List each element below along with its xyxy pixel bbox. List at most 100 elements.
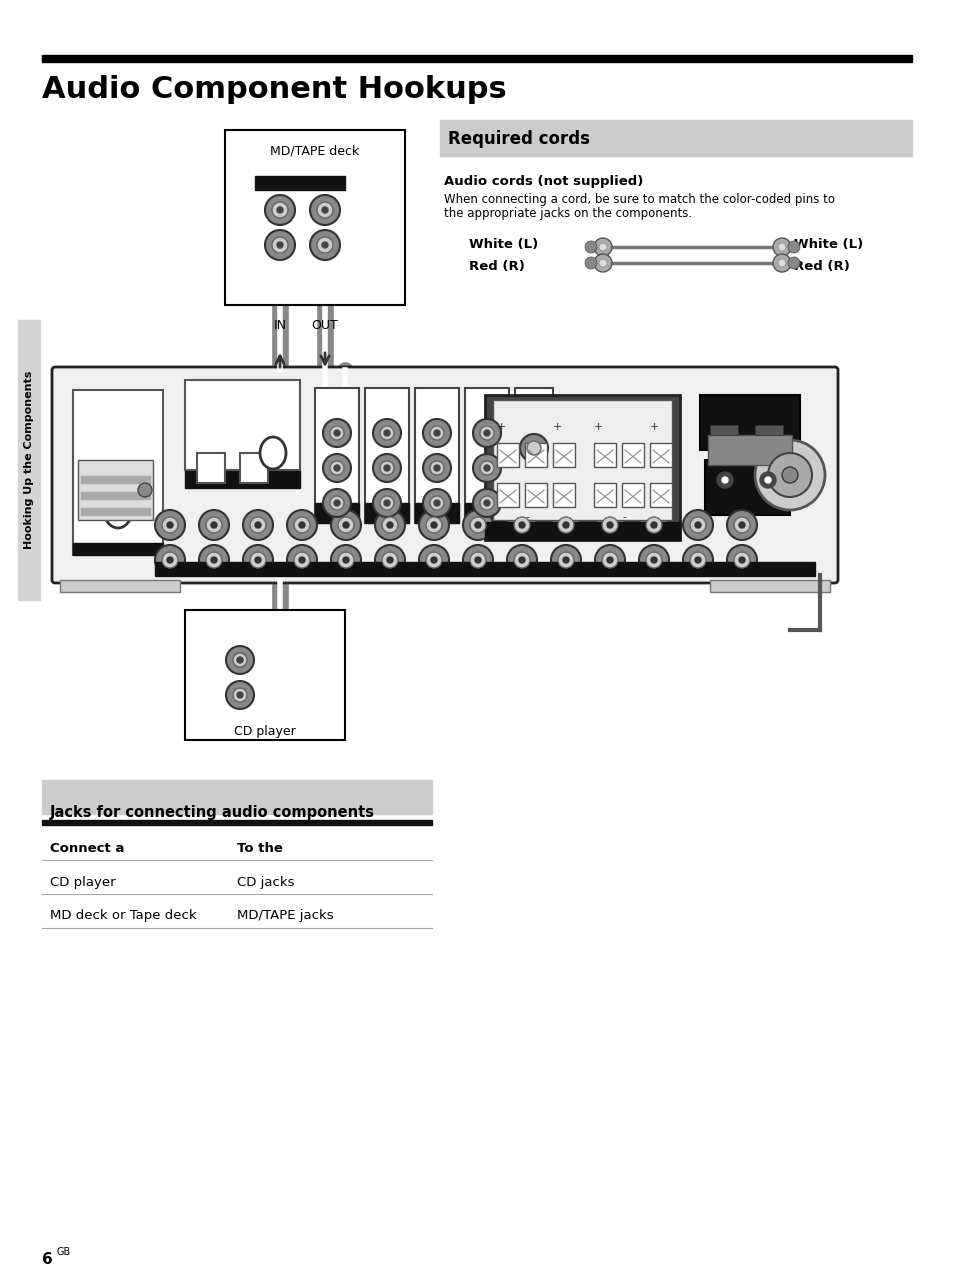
Text: -: - xyxy=(621,512,625,522)
Circle shape xyxy=(167,522,172,527)
Circle shape xyxy=(330,426,344,440)
Ellipse shape xyxy=(104,492,132,527)
Circle shape xyxy=(236,657,243,662)
Circle shape xyxy=(331,510,360,540)
Circle shape xyxy=(422,489,451,517)
Text: Audio cords (not supplied): Audio cords (not supplied) xyxy=(443,175,642,189)
Circle shape xyxy=(343,522,349,527)
Bar xyxy=(81,476,150,483)
Bar xyxy=(649,483,671,507)
Bar xyxy=(709,580,829,592)
Circle shape xyxy=(373,489,400,517)
Circle shape xyxy=(384,465,390,471)
Circle shape xyxy=(322,206,328,213)
Bar xyxy=(365,503,409,524)
Circle shape xyxy=(721,476,727,483)
Bar xyxy=(704,460,789,515)
Bar xyxy=(81,508,150,515)
Text: CD jacks: CD jacks xyxy=(236,877,294,889)
Circle shape xyxy=(682,545,712,575)
Bar xyxy=(707,434,791,465)
Circle shape xyxy=(162,517,178,533)
Circle shape xyxy=(739,522,744,527)
Circle shape xyxy=(739,557,744,563)
FancyBboxPatch shape xyxy=(52,367,837,583)
Circle shape xyxy=(645,552,661,568)
Bar xyxy=(225,130,405,304)
Circle shape xyxy=(379,426,394,440)
Circle shape xyxy=(236,692,243,698)
Circle shape xyxy=(483,431,490,436)
Circle shape xyxy=(422,454,451,482)
Circle shape xyxy=(206,517,222,533)
Circle shape xyxy=(434,499,439,506)
Circle shape xyxy=(754,440,824,510)
Bar xyxy=(497,483,518,507)
Bar xyxy=(314,389,358,524)
Circle shape xyxy=(483,465,490,471)
Circle shape xyxy=(233,654,247,668)
Bar xyxy=(524,483,546,507)
Circle shape xyxy=(343,557,349,563)
Circle shape xyxy=(778,243,785,251)
Circle shape xyxy=(316,203,333,218)
Circle shape xyxy=(479,426,494,440)
Bar xyxy=(553,483,575,507)
Circle shape xyxy=(645,517,661,533)
Bar xyxy=(60,580,180,592)
Circle shape xyxy=(310,195,339,225)
Circle shape xyxy=(462,510,493,540)
Bar xyxy=(78,460,152,520)
Text: +: + xyxy=(594,422,602,432)
Circle shape xyxy=(558,552,574,568)
Circle shape xyxy=(551,545,580,575)
Text: Red (R): Red (R) xyxy=(793,260,849,273)
Circle shape xyxy=(695,522,700,527)
Circle shape xyxy=(254,557,261,563)
Circle shape xyxy=(211,557,216,563)
Circle shape xyxy=(760,471,775,488)
Circle shape xyxy=(519,434,547,462)
Text: +: + xyxy=(553,422,561,432)
Circle shape xyxy=(598,243,606,251)
Text: +: + xyxy=(497,422,506,432)
Circle shape xyxy=(431,557,436,563)
Circle shape xyxy=(287,545,316,575)
Text: Required cords: Required cords xyxy=(448,130,589,148)
Text: Audio Component Hookups: Audio Component Hookups xyxy=(42,75,506,104)
Circle shape xyxy=(373,419,400,447)
Bar xyxy=(484,395,679,540)
Circle shape xyxy=(337,517,354,533)
Bar xyxy=(81,492,150,499)
Text: CD player: CD player xyxy=(233,725,295,738)
Bar xyxy=(464,389,509,524)
Circle shape xyxy=(733,552,749,568)
Circle shape xyxy=(462,545,493,575)
Bar xyxy=(42,820,432,826)
Circle shape xyxy=(594,238,612,256)
Circle shape xyxy=(787,257,800,269)
Text: the appropriate jacks on the components.: the appropriate jacks on the components. xyxy=(443,206,691,220)
Circle shape xyxy=(787,241,800,254)
Text: MD/TAPE deck: MD/TAPE deck xyxy=(270,144,359,157)
Circle shape xyxy=(375,545,405,575)
Circle shape xyxy=(584,241,597,254)
Circle shape xyxy=(506,510,537,540)
Text: II: II xyxy=(531,485,537,496)
Circle shape xyxy=(375,510,405,540)
Circle shape xyxy=(772,254,790,273)
Bar xyxy=(709,426,738,434)
Circle shape xyxy=(298,522,305,527)
Circle shape xyxy=(526,441,540,455)
Bar xyxy=(553,443,575,468)
Circle shape xyxy=(483,499,490,506)
Circle shape xyxy=(381,552,397,568)
Circle shape xyxy=(514,552,530,568)
Bar xyxy=(240,454,268,483)
Circle shape xyxy=(733,517,749,533)
Text: Red (R): Red (R) xyxy=(469,260,524,273)
Bar xyxy=(621,443,643,468)
Circle shape xyxy=(265,231,294,260)
Circle shape xyxy=(434,431,439,436)
Circle shape xyxy=(422,419,451,447)
